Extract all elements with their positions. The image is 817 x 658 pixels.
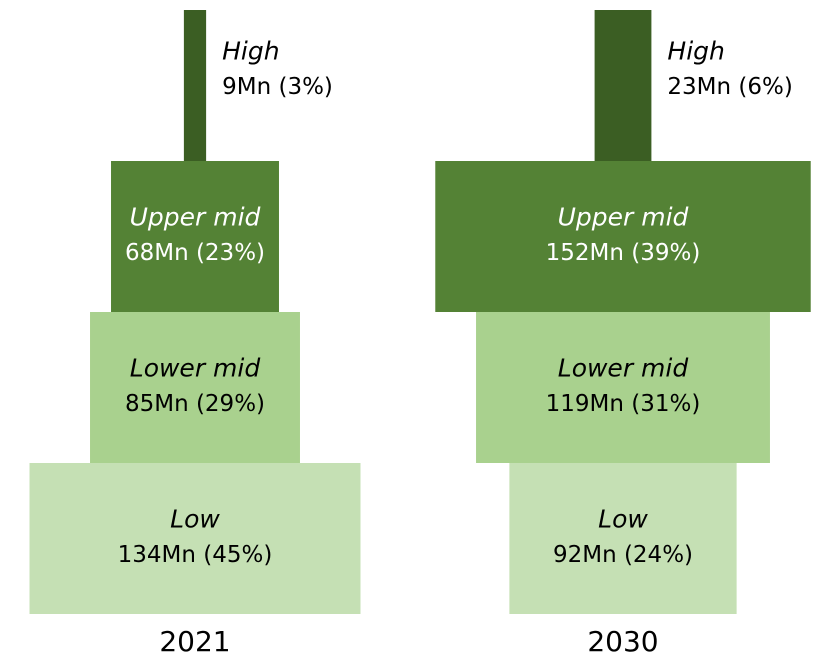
bar — [183, 10, 207, 161]
category-label: High — [667, 37, 724, 66]
category-label: Upper mid — [558, 203, 689, 232]
value-label: 9Mn (3%) — [222, 74, 333, 100]
year-label: 2030 — [587, 625, 658, 658]
category-label: High — [222, 37, 279, 66]
value-label: 134Mn (45%) — [118, 542, 273, 568]
bar — [435, 161, 811, 312]
bar — [476, 312, 770, 463]
category-label: Low — [170, 505, 220, 534]
value-label: 152Mn (39%) — [546, 240, 701, 266]
year-label: 2021 — [159, 625, 230, 658]
value-label: 23Mn (6%) — [667, 74, 792, 100]
bar — [111, 161, 279, 312]
value-label: 92Mn (24%) — [553, 542, 693, 568]
value-label: 119Mn (31%) — [546, 391, 701, 417]
category-label: Upper mid — [130, 203, 261, 232]
bar — [509, 463, 737, 614]
category-label: Low — [598, 505, 648, 534]
bar — [90, 312, 300, 463]
bar — [594, 10, 652, 161]
category-label: Lower mid — [558, 354, 689, 383]
value-label: 68Mn (23%) — [125, 240, 265, 266]
category-label: Lower mid — [130, 354, 261, 383]
bar — [29, 463, 361, 614]
value-label: 85Mn (29%) — [125, 391, 265, 417]
